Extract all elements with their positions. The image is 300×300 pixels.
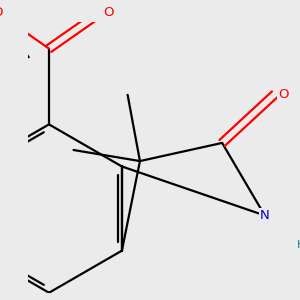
- Text: O: O: [0, 6, 2, 19]
- Text: N: N: [260, 209, 270, 222]
- Text: H: H: [296, 240, 300, 250]
- Text: O: O: [278, 88, 289, 101]
- Text: O: O: [103, 6, 114, 19]
